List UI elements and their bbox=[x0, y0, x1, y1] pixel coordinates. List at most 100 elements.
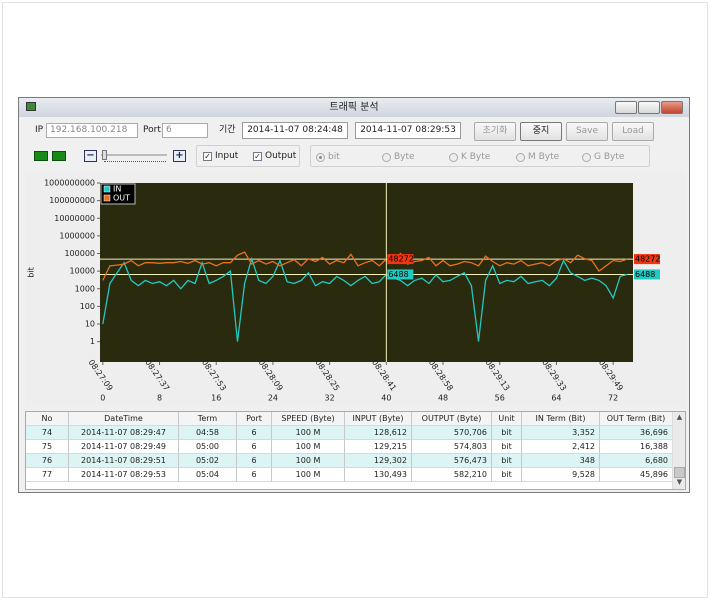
table-cell[interactable]: 76 bbox=[26, 454, 69, 468]
radio[interactable] bbox=[582, 153, 591, 162]
port-combo[interactable]: 6 bbox=[162, 123, 208, 138]
table-cell[interactable]: 16,388 bbox=[600, 440, 673, 454]
slider-ticks bbox=[104, 161, 166, 162]
maximize-button[interactable] bbox=[638, 101, 660, 114]
column-header[interactable]: Port bbox=[237, 412, 272, 426]
close-button[interactable] bbox=[661, 101, 683, 114]
table-cell[interactable]: bit bbox=[492, 440, 522, 454]
radio-label: K Byte bbox=[461, 152, 491, 162]
radio[interactable] bbox=[449, 153, 458, 162]
x-tick-time: 08:27:53 bbox=[200, 358, 228, 393]
table-cell[interactable]: bit bbox=[492, 426, 522, 440]
table-cell[interactable]: 6,680 bbox=[600, 454, 673, 468]
table-cell[interactable]: 348 bbox=[522, 454, 600, 468]
scroll-up[interactable]: ▲ bbox=[676, 413, 683, 421]
y-tick-label: 10000 bbox=[70, 267, 95, 276]
table-cell[interactable]: bit bbox=[492, 454, 522, 468]
unit-group bbox=[310, 145, 650, 167]
table-cell[interactable]: 100 M bbox=[272, 468, 345, 482]
button[interactable]: Load bbox=[612, 122, 654, 141]
column-header[interactable]: SPEED (Byte) bbox=[272, 412, 345, 426]
column-header[interactable]: DateTime bbox=[69, 412, 179, 426]
column-header[interactable]: IN Term (Bit) bbox=[522, 412, 600, 426]
radio[interactable] bbox=[316, 153, 325, 162]
radio-label: Byte bbox=[394, 152, 415, 162]
series-line bbox=[102, 256, 628, 342]
column-header[interactable]: OUT Term (Bit) bbox=[600, 412, 673, 426]
plot-area bbox=[100, 183, 633, 362]
button[interactable]: 중지 bbox=[520, 122, 562, 141]
legend-label: OUT bbox=[113, 194, 130, 203]
table-cell[interactable]: 100 M bbox=[272, 454, 345, 468]
table-cell[interactable]: 100 M bbox=[272, 426, 345, 440]
scrollbar[interactable]: ▲ ▼ bbox=[672, 412, 685, 489]
y-tick-label: 10000000 bbox=[54, 214, 95, 223]
table-cell[interactable]: 2014-11-07 08:29:51 bbox=[69, 454, 179, 468]
table-cell[interactable]: 36,696 bbox=[600, 426, 673, 440]
zoom-in-button[interactable]: + bbox=[173, 150, 186, 162]
checkbox-label: Input bbox=[215, 151, 239, 161]
table-cell[interactable]: 05:02 bbox=[179, 454, 237, 468]
table-cell[interactable]: 130,493 bbox=[345, 468, 412, 482]
series-group bbox=[196, 145, 300, 167]
ip-combo[interactable]: 192.168.100.218 bbox=[46, 123, 138, 138]
column-header[interactable]: Term bbox=[179, 412, 237, 426]
table-cell[interactable]: 2,412 bbox=[522, 440, 600, 454]
table-cell[interactable]: 582,210 bbox=[412, 468, 492, 482]
chart: 1 10 100 1000 10000 100000 1000000 10000000 1000… bbox=[25, 172, 686, 407]
table-cell[interactable]: 04:58 bbox=[179, 426, 237, 440]
table-cell[interactable]: 570,706 bbox=[412, 426, 492, 440]
table-cell[interactable]: 129,302 bbox=[345, 454, 412, 468]
table-cell[interactable]: 6 bbox=[237, 440, 272, 454]
table-cell[interactable]: 576,473 bbox=[412, 454, 492, 468]
x-tick-time: 08:28:41 bbox=[370, 358, 398, 393]
column-header[interactable]: Unit bbox=[492, 412, 522, 426]
x-tick-label: 64 bbox=[551, 394, 561, 403]
end-date[interactable]: 2014-11-07 08:29:53 bbox=[355, 122, 461, 139]
checkbox-label: Output bbox=[265, 151, 297, 161]
table-cell[interactable]: 6 bbox=[237, 426, 272, 440]
table-cell[interactable]: 74 bbox=[26, 426, 69, 440]
table-cell[interactable]: 129,215 bbox=[345, 440, 412, 454]
start-date[interactable]: 2014-11-07 08:24:48 bbox=[242, 122, 348, 139]
table-cell[interactable]: 3,352 bbox=[522, 426, 600, 440]
table-cell[interactable]: 75 bbox=[26, 440, 69, 454]
radio[interactable] bbox=[382, 153, 391, 162]
table-cell[interactable]: 574,803 bbox=[412, 440, 492, 454]
table-cell[interactable]: 45,896 bbox=[600, 468, 673, 482]
checkbox[interactable]: ✓ bbox=[203, 152, 212, 161]
value-label: 48272 bbox=[388, 255, 413, 264]
zoom-out-button[interactable]: − bbox=[84, 150, 97, 162]
y-tick-label: 100000 bbox=[64, 249, 95, 258]
table-cell[interactable]: 05:04 bbox=[179, 468, 237, 482]
button[interactable]: Save bbox=[566, 122, 608, 141]
table-cell[interactable]: 2014-11-07 08:29:47 bbox=[69, 426, 179, 440]
minimize-button[interactable] bbox=[615, 101, 637, 114]
button[interactable]: 초기화 bbox=[474, 122, 516, 141]
column-header[interactable]: OUTPUT (Byte) bbox=[412, 412, 492, 426]
table-cell[interactable]: 2014-11-07 08:29:53 bbox=[69, 468, 179, 482]
slider-thumb[interactable] bbox=[102, 150, 107, 160]
table-cell[interactable]: bit bbox=[492, 468, 522, 482]
table-cell[interactable]: 128,612 bbox=[345, 426, 412, 440]
legend-swatch bbox=[103, 194, 111, 202]
checkbox[interactable]: ✓ bbox=[253, 152, 262, 161]
table-cell[interactable]: 77 bbox=[26, 468, 69, 482]
legend-label: IN bbox=[113, 185, 121, 194]
value-label-box bbox=[634, 269, 660, 280]
table-cell[interactable]: 9,528 bbox=[522, 468, 600, 482]
app-icon bbox=[26, 102, 36, 111]
table-cell[interactable]: 2014-11-07 08:29:49 bbox=[69, 440, 179, 454]
column-header[interactable]: No bbox=[26, 412, 69, 426]
table-cell[interactable]: 100 M bbox=[272, 440, 345, 454]
scroll-thumb[interactable] bbox=[674, 467, 685, 478]
x-tick-label: 16 bbox=[211, 394, 221, 403]
scroll-down[interactable]: ▼ bbox=[676, 478, 683, 486]
table-cell[interactable]: 6 bbox=[237, 454, 272, 468]
radio-label: G Byte bbox=[594, 152, 625, 162]
table-cell[interactable]: 05:00 bbox=[179, 440, 237, 454]
radio[interactable] bbox=[516, 153, 525, 162]
x-tick-label: 56 bbox=[495, 394, 505, 403]
table-cell[interactable]: 6 bbox=[237, 468, 272, 482]
column-header[interactable]: INPUT (Byte) bbox=[345, 412, 412, 426]
